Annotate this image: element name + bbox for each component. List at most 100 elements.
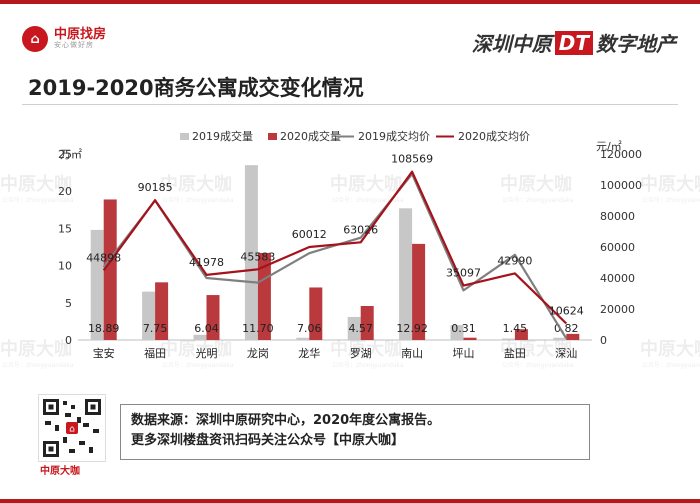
qr-code-icon: ⌂	[38, 394, 106, 462]
legend-label: 2019成交均价	[358, 129, 430, 143]
category-label: 宝安	[93, 346, 115, 360]
bar-2019-1	[142, 291, 156, 340]
category-label: 龙岗	[247, 347, 269, 360]
watermark-sub: 公众号：zhongyuandaka	[162, 197, 234, 204]
right-tick-label: 80000	[600, 210, 635, 223]
right-axis-unit: 元/㎡	[596, 140, 622, 153]
line-2020	[102, 170, 568, 325]
right-tick-label: 20000	[600, 303, 635, 316]
bar-2020-0	[103, 199, 117, 340]
page-title: 2019-2020商务公寓成交变化情况	[28, 76, 364, 100]
logo-name: 中原找房	[54, 27, 107, 42]
bar-value-label: 0.31	[451, 322, 476, 335]
qr-caption: 中原大咖	[40, 466, 80, 477]
watermark-text: 中原大咖	[160, 338, 232, 360]
line-value-label: 10624	[549, 305, 584, 318]
category-label: 深汕	[555, 347, 577, 360]
source-line-2: 更多深圳楼盘资讯扫码关注公众号【中原大咖】	[131, 433, 405, 448]
logo: ⌂ 中原找房 安心做好房	[22, 26, 106, 52]
source-line-1: 数据来源：深圳中原研究中心，2020年度公寓报告。	[131, 413, 441, 428]
bar-2019-0	[90, 229, 104, 340]
category-label: 南山	[401, 347, 423, 360]
bar-value-label: 12.92	[396, 322, 428, 335]
line-value-label: 108569	[391, 153, 433, 166]
source-note: 数据来源：深圳中原研究中心，2020年度公寓报告。 更多深圳楼盘资讯扫码关注公众…	[120, 404, 590, 460]
bar-value-label: 11.70	[242, 322, 274, 335]
watermark-text: 中原大咖	[500, 173, 572, 195]
bar-2019-8	[501, 338, 515, 340]
left-tick-label: 15	[58, 222, 72, 235]
category-label: 光明	[196, 346, 218, 360]
category-label: 龙华	[298, 346, 320, 360]
category-label: 罗湖	[350, 347, 372, 360]
bar-2020-9	[566, 333, 580, 340]
bar-2020-2	[206, 295, 220, 340]
bottom-accent-bar	[0, 499, 700, 503]
bar-value-label: 1.45	[503, 322, 528, 335]
bar-2020-4	[309, 287, 323, 340]
svg-text:⌂: ⌂	[69, 425, 75, 435]
brand-suffix: 数字地产	[596, 32, 676, 56]
bar-value-label: 4.57	[348, 322, 373, 335]
right-tick-label: 100000	[600, 179, 642, 192]
house-logo-icon: ⌂	[22, 26, 48, 52]
logo-slogan: 安心做好房	[54, 41, 94, 50]
watermark-text: 中原大咖	[640, 338, 700, 360]
bar-2020-3	[257, 252, 271, 340]
bar-2019-5	[347, 316, 361, 340]
top-accent-bar	[0, 0, 700, 4]
brand-title: 深圳中原 DT 数字地产	[472, 28, 676, 57]
watermark-text: 中原大咖	[0, 338, 72, 360]
line-value-label: 45583	[240, 250, 275, 263]
brand-prefix: 深圳中原	[471, 32, 552, 56]
bar-2020-5	[360, 305, 374, 340]
left-axis-unit: 万㎡	[60, 148, 82, 161]
line-value-label: 44898	[86, 251, 121, 264]
bar-2019-2	[193, 334, 207, 340]
legend-label: 2020成交均价	[458, 129, 530, 143]
right-tick-label: 60000	[600, 241, 635, 254]
line-value-label: 90185	[138, 181, 173, 194]
title-divider	[22, 104, 678, 105]
watermark-text: 中原大咖	[330, 338, 402, 360]
watermark-sub: 公众号：zhongyuandaka	[2, 197, 74, 204]
watermark-sub: 公众号：zhongyuandaka	[332, 362, 404, 369]
watermark-text: 中原大咖	[160, 173, 232, 195]
category-label: 盐田	[504, 347, 526, 360]
watermark-text: 中原大咖	[0, 173, 72, 195]
line-value-label: 42990	[497, 254, 532, 267]
line-value-label: 60012	[292, 228, 327, 241]
bar-2019-4	[296, 337, 310, 340]
bar-2019-9	[553, 337, 567, 340]
watermark-sub: 公众号：zhongyuandaka	[2, 362, 74, 369]
bar-2019-6	[399, 208, 413, 340]
left-tick-label: 0	[65, 334, 72, 347]
bar-2020-6	[412, 243, 426, 340]
bar-value-label: 7.06	[297, 322, 322, 335]
watermark-text: 中原大咖	[500, 338, 572, 360]
left-tick-label: 25	[58, 148, 72, 161]
watermark-sub: 公众号：zhongyuandaka	[162, 362, 234, 369]
right-tick-label: 0	[600, 334, 607, 347]
left-tick-label: 5	[65, 297, 72, 310]
chart: 中原大咖公众号：zhongyuandaka中原大咖公众号：zhongyuanda…	[0, 129, 700, 369]
watermark-sub: 公众号：zhongyuandaka	[642, 362, 700, 369]
legend-label: 2019成交量	[192, 129, 253, 143]
watermark-text: 中原大咖	[640, 173, 700, 195]
left-tick-label: 10	[58, 260, 72, 273]
bar-value-label: 6.04	[194, 322, 219, 335]
footer: ⌂ 中原大咖 数据来源：深圳中原研究中心，2020年度公寓报告。 更多深圳楼盘资…	[28, 392, 672, 477]
bar-2020-7	[463, 337, 477, 340]
bar-value-label: 18.89	[88, 322, 120, 335]
legend-swatch	[180, 133, 189, 140]
bar-value-label: 7.75	[143, 322, 168, 335]
category-label: 坪山	[453, 347, 475, 360]
right-tick-label: 40000	[600, 272, 635, 285]
bar-2020-1	[155, 282, 169, 340]
bar-2020-8	[514, 329, 528, 340]
watermark-sub: 公众号：zhongyuandaka	[502, 362, 574, 369]
bar-value-label: 0.82	[554, 322, 579, 335]
watermark-sub: 公众号：zhongyuandaka	[502, 197, 574, 204]
legend-label: 2020成交量	[280, 129, 341, 143]
watermark-sub: 公众号：zhongyuandaka	[642, 197, 700, 204]
